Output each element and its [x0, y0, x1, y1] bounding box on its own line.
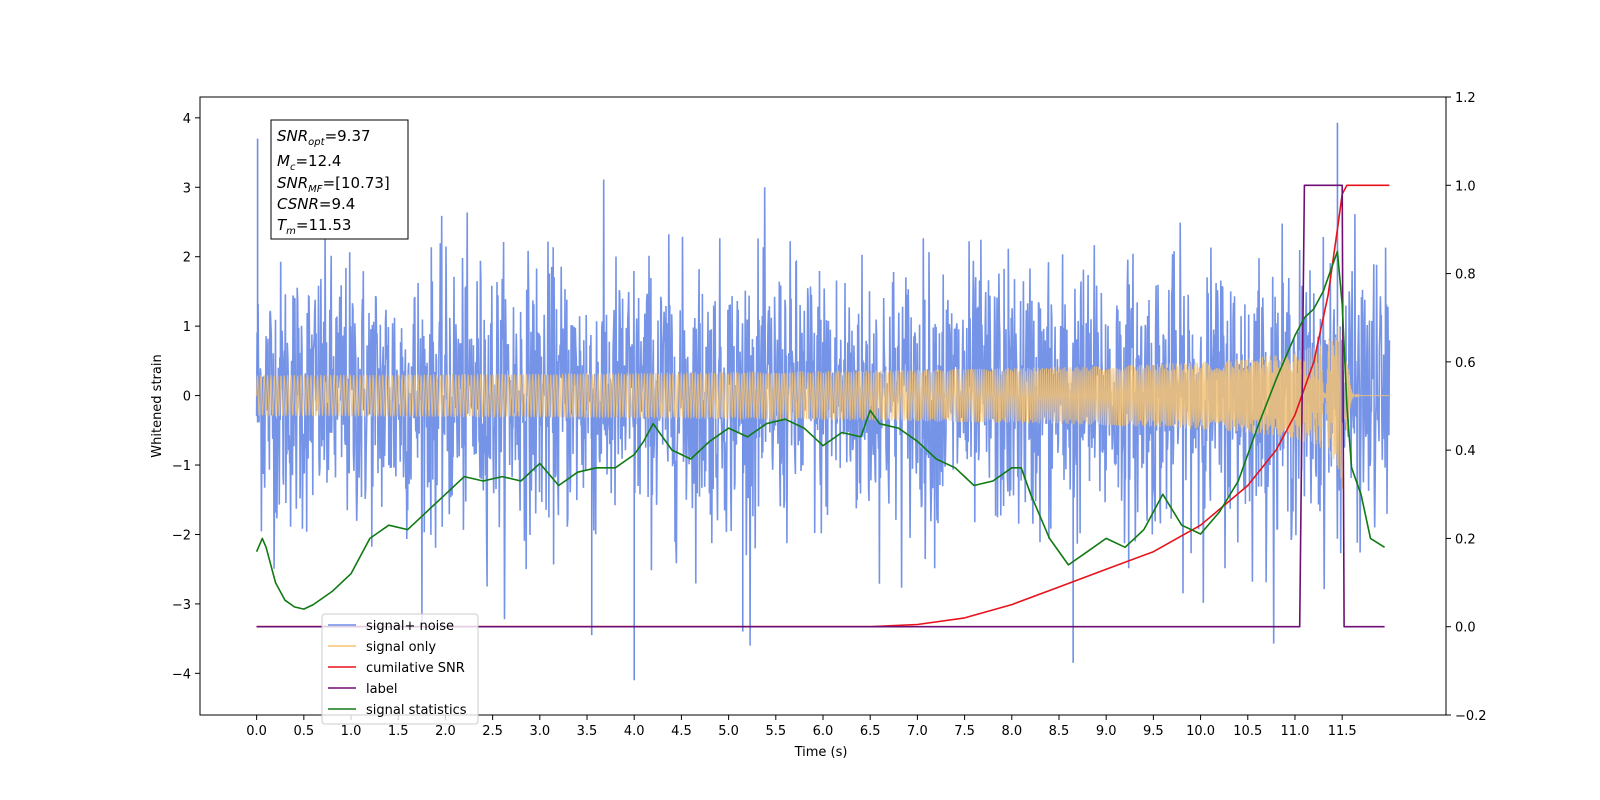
legend-label-signal-statistics: signal statistics	[366, 703, 467, 718]
x-tick-label: 8.5	[1049, 724, 1070, 739]
x-tick-label: 2.5	[482, 724, 503, 739]
legend-label-cumulative-snr: cumilative SNR	[366, 661, 465, 676]
x-tick-label: 10.0	[1186, 724, 1215, 739]
x-tick-label: 7.5	[954, 724, 975, 739]
label-line	[256, 184, 1385, 628]
right-y-tick-label: 1.2	[1455, 91, 1476, 106]
x-tick-label: 2.0	[435, 724, 456, 739]
x-tick-label: 11.5	[1328, 724, 1357, 739]
left-y-tick-label: 2	[183, 251, 191, 266]
x-axis-ticks: 0.0 0.5 1.0 1.5 2.0 2.5 3.0 3.5 4.0 4.5 5.0 5.5 6.0 6…	[246, 715, 1357, 739]
right-y-tick-label: 1.0	[1455, 179, 1476, 194]
left-y-tick-label: −4	[172, 667, 191, 682]
right-y-tick-label: 0.0	[1455, 621, 1476, 636]
left-y-tick-label: −1	[172, 459, 191, 474]
x-tick-label: 0.5	[293, 724, 314, 739]
x-tick-label: 9.5	[1143, 724, 1164, 739]
x-tick-label: 7.0	[907, 724, 928, 739]
x-tick-label: 1.5	[388, 724, 409, 739]
x-tick-label: 3.5	[577, 724, 598, 739]
right-y-tick-label: 0.4	[1455, 444, 1476, 459]
x-tick-label: 4.0	[624, 724, 645, 739]
signal-only-series	[256, 325, 1390, 489]
right-y-tick-label: 0.6	[1455, 356, 1476, 371]
x-tick-label: 9.0	[1096, 724, 1117, 739]
legend-label-signal-only: signal only	[366, 640, 436, 655]
x-tick-label: 1.0	[341, 724, 362, 739]
annotation-csnr: CSNR=9.4	[277, 195, 355, 213]
left-y-tick-label: 0	[183, 390, 191, 405]
signal-statistics-line	[255, 250, 1386, 610]
legend-label-signal-noise: signal+ noise	[366, 619, 454, 634]
left-y-axis-ticks: 4 3 2 1 0 −1 −2 −3 −4	[172, 112, 200, 682]
legend-label-label: label	[366, 682, 397, 697]
x-tick-label: 3.0	[529, 724, 550, 739]
x-tick-label: 11.0	[1280, 724, 1309, 739]
right-y-tick-label: 0.2	[1455, 532, 1476, 547]
left-y-tick-label: −3	[172, 598, 191, 613]
legend: signal+ noise signal only cumilative SNR…	[321, 613, 479, 725]
left-y-axis-label: Whitened strain	[150, 354, 165, 457]
annotation-snr-opt: SNRopt=9.37	[277, 127, 371, 148]
x-tick-label: 10.5	[1233, 724, 1262, 739]
left-y-tick-label: 3	[183, 181, 191, 196]
left-y-tick-label: −2	[172, 528, 191, 543]
x-tick-label: 4.5	[671, 724, 692, 739]
x-tick-label: 8.0	[1001, 724, 1022, 739]
left-y-tick-label: 4	[183, 112, 191, 127]
x-tick-label: 5.5	[765, 724, 786, 739]
right-y-axis-ticks: 1.2 1.0 0.8 0.6 0.4 0.2 0.0 −0.2	[1446, 91, 1487, 724]
left-y-tick-label: 1	[183, 320, 191, 335]
x-tick-label: 0.0	[246, 724, 267, 739]
right-y-tick-label: −0.2	[1455, 709, 1487, 724]
x-tick-label: 6.5	[860, 724, 881, 739]
annotation-mc: Mc=12.4	[277, 152, 341, 173]
annotation-tm: Tm=11.53	[277, 216, 351, 237]
right-y-tick-label: 0.8	[1455, 268, 1476, 283]
right-axis-series	[255, 184, 1390, 628]
signal-only-line	[256, 325, 1390, 489]
x-tick-label: 6.0	[813, 724, 834, 739]
stats-annotation-box: SNRopt=9.37 Mc=12.4 SNRMF=[10.73] CSNR=9…	[270, 119, 409, 240]
x-axis-label: Time (s)	[794, 745, 848, 760]
x-tick-label: 5.0	[718, 724, 739, 739]
annotation-snr-mf: SNRMF=[10.73]	[277, 174, 390, 195]
